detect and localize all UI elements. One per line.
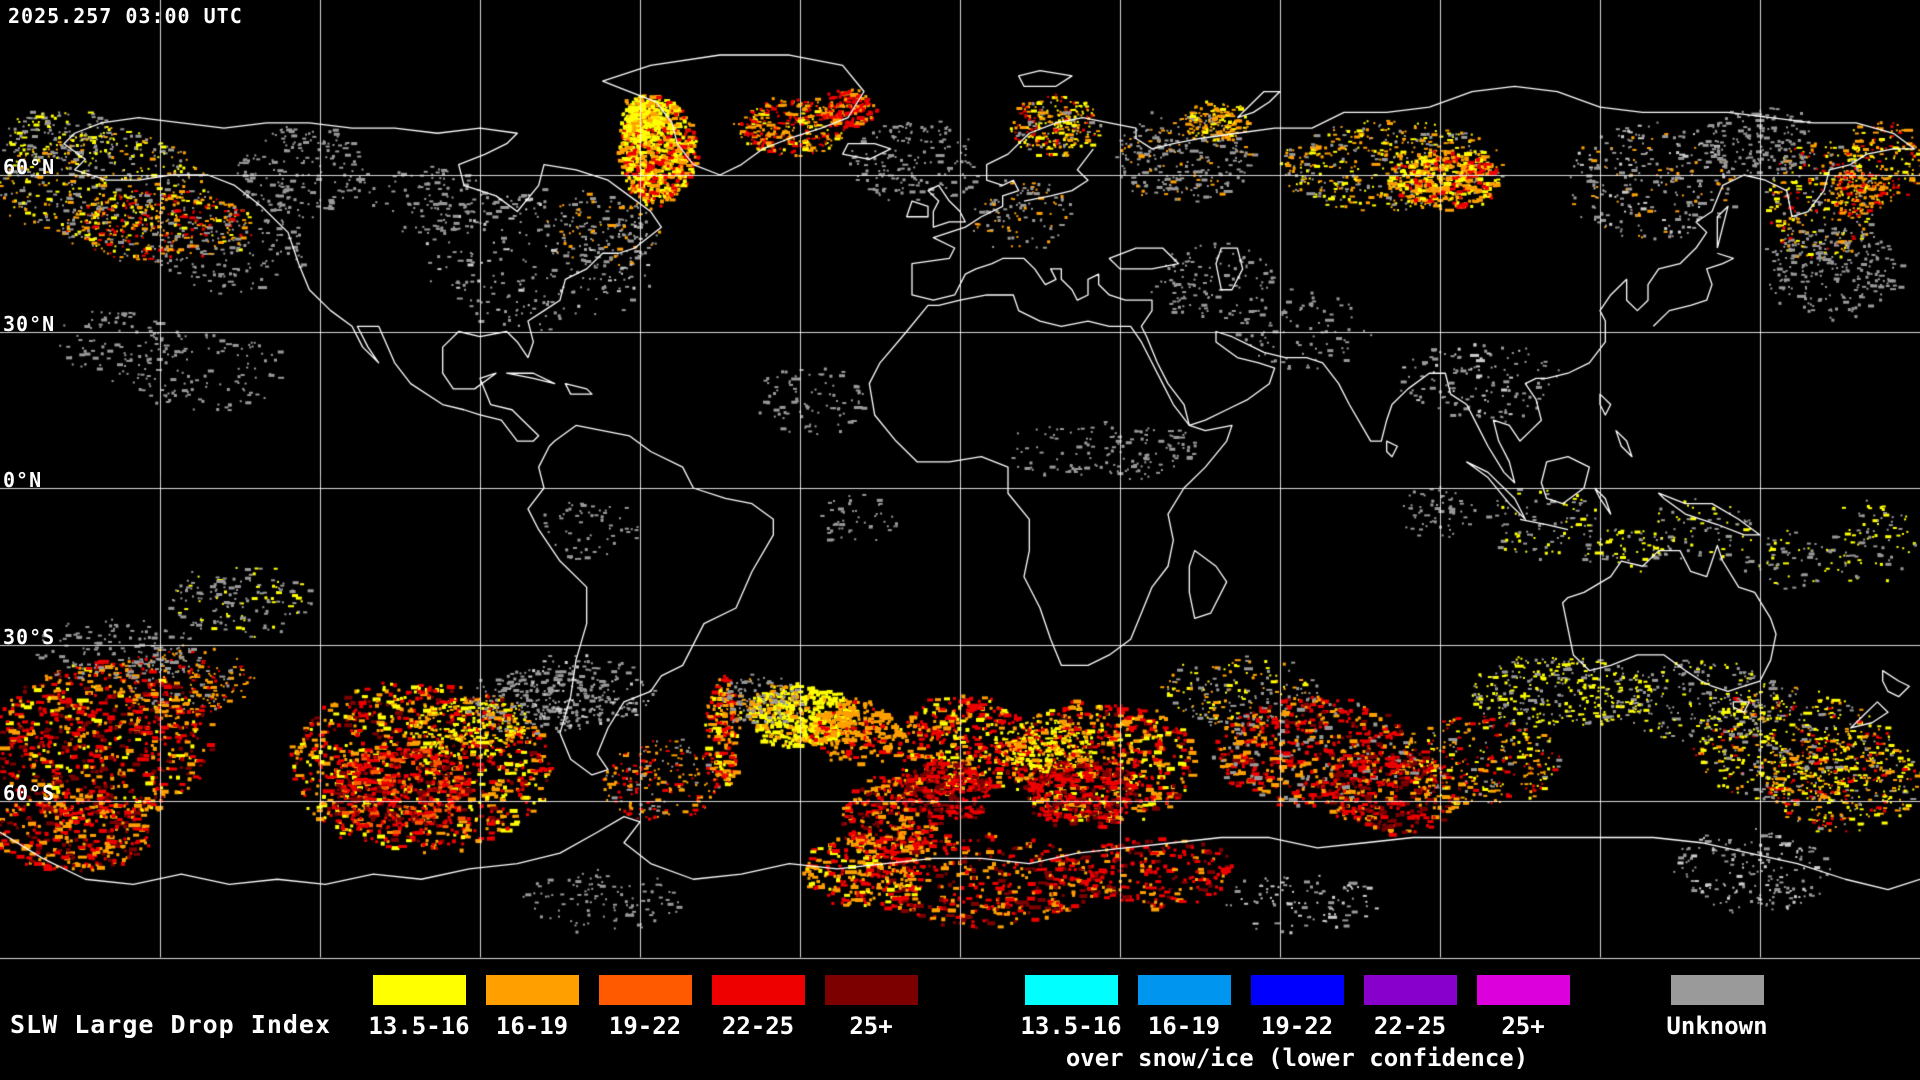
legend-item: 25+ bbox=[819, 975, 923, 1040]
legend-item: 16-19 bbox=[480, 975, 584, 1040]
legend-label: 16-19 bbox=[1147, 1012, 1221, 1040]
legend-item: 25+ bbox=[1471, 975, 1575, 1040]
legend-item: 13.5-16 bbox=[367, 975, 471, 1040]
legend-item: 13.5-16 bbox=[1019, 975, 1123, 1040]
legend-label: Unknown bbox=[1666, 1012, 1768, 1040]
legend-label: 22-25 bbox=[1373, 1012, 1447, 1040]
legend-label: 22-25 bbox=[721, 1012, 795, 1040]
legend-group-snow-ice: 13.5-16 16-19 19-22 22-25 25+ bbox=[1019, 975, 1575, 1040]
legend-swatch-orange bbox=[485, 975, 579, 1005]
legend-item: 19-22 bbox=[1245, 975, 1349, 1040]
legend-label: 13.5-16 bbox=[368, 1012, 470, 1040]
latitude-label: 30°N bbox=[3, 311, 56, 336]
latitude-label: 60°S bbox=[3, 781, 56, 805]
legend-swatch-light-blue bbox=[1137, 975, 1231, 1005]
legend-item: 16-19 bbox=[1132, 975, 1236, 1040]
legend-label: 19-22 bbox=[608, 1012, 682, 1040]
latitude-label: 60°N bbox=[3, 155, 56, 179]
legend: SLW Large Drop Index 13.5-16 16-19 19-22… bbox=[0, 962, 1920, 1080]
timestamp: 2025.257 03:00 UTC bbox=[8, 4, 243, 28]
legend-item: 22-25 bbox=[706, 975, 810, 1040]
legend-swatch-cyan bbox=[1024, 975, 1118, 1005]
legend-label: 16-19 bbox=[495, 1012, 569, 1040]
legend-item: 22-25 bbox=[1358, 975, 1462, 1040]
legend-swatch-blue bbox=[1250, 975, 1344, 1005]
legend-item: 19-22 bbox=[593, 975, 697, 1040]
legend-item-unknown: Unknown bbox=[1665, 975, 1769, 1040]
legend-label: 25+ bbox=[1501, 1012, 1545, 1040]
legend-swatch-dark-red bbox=[824, 975, 918, 1005]
snow-ice-caption: over snow/ice (lower confidence) bbox=[1065, 1044, 1529, 1072]
legend-swatch-purple bbox=[1363, 975, 1457, 1005]
legend-label: 13.5-16 bbox=[1020, 1012, 1122, 1040]
legend-swatch-red bbox=[711, 975, 805, 1005]
legend-swatch-unknown bbox=[1670, 975, 1764, 1005]
legend-label: 25+ bbox=[849, 1012, 893, 1040]
legend-swatch-yellow bbox=[372, 975, 466, 1005]
latitude-label: 0°N bbox=[3, 468, 43, 492]
latitude-label: 30°S bbox=[3, 624, 56, 649]
legend-swatch-magenta bbox=[1476, 975, 1570, 1005]
legend-label: 19-22 bbox=[1260, 1012, 1334, 1040]
legend-group-standard: 13.5-16 16-19 19-22 22-25 25+ bbox=[367, 975, 923, 1040]
legend-swatch-deep-orange bbox=[598, 975, 692, 1005]
legend-title: SLW Large Drop Index bbox=[10, 1010, 332, 1039]
